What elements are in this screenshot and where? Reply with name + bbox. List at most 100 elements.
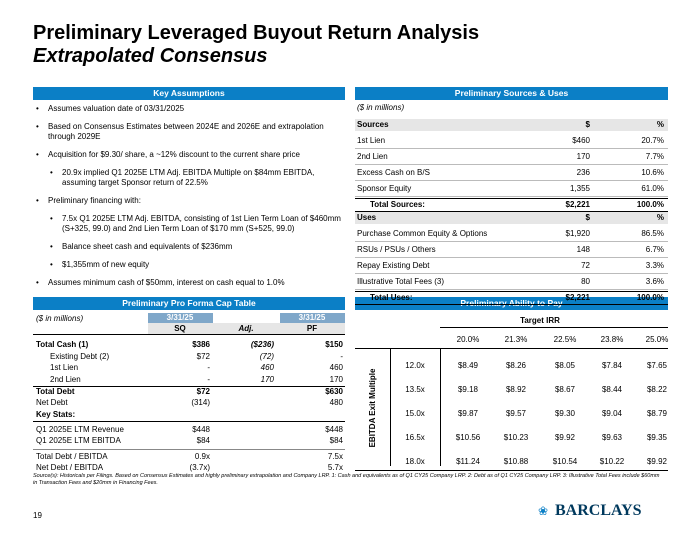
rule [355, 291, 668, 292]
cell: 23.8% [600, 335, 624, 344]
cell: 15.0x [405, 409, 425, 418]
cell: $10.23 [503, 433, 529, 442]
cell: - [207, 375, 210, 384]
cell: $72 [196, 352, 210, 361]
cell: $84 [329, 436, 343, 445]
cell: $11.24 [456, 457, 480, 466]
sub-bullet: • 7.5x Q1 2025E LTM Adj. EBITDA, consisti… [50, 214, 341, 233]
rule [355, 273, 668, 274]
cell: ($236) [250, 340, 274, 349]
cell: $8.05 [554, 361, 576, 370]
cell: 25.0% [645, 335, 669, 344]
cell: $10.22 [599, 457, 625, 466]
cell: 12.0x [405, 361, 425, 370]
cell: $2,221 [565, 200, 590, 209]
cell: Excess Cash on B/S [357, 168, 430, 177]
cell: $630 [325, 387, 343, 396]
cell: $72 [196, 387, 210, 396]
rule [355, 212, 668, 224]
cell: 1st Lien [50, 363, 79, 372]
cell: 100.0% [636, 293, 664, 302]
cell: SQ [174, 324, 186, 333]
cell: $9.30 [554, 409, 576, 418]
rule [33, 421, 345, 422]
cell: 13.5x [405, 385, 425, 394]
cell: (72) [259, 352, 274, 361]
units: ($ in millions) [357, 103, 405, 112]
rule [148, 323, 345, 334]
rule [440, 348, 441, 466]
cell: 7.7% [645, 152, 664, 161]
row-title: EBITDA Exit Multiple [368, 368, 377, 448]
rule [355, 289, 668, 290]
cell: $10.88 [503, 457, 529, 466]
sub-bullet: • $1,355mm of new equity [50, 260, 150, 269]
rule [390, 348, 391, 466]
cell: $386 [192, 340, 210, 349]
sub-bullet-text: 7.5x Q1 2025E LTM Adj. EBITDA, consistin… [62, 214, 341, 233]
rule [355, 304, 668, 305]
cell: 2nd Lien [50, 375, 81, 384]
cell: 80 [581, 277, 590, 286]
cell: $460 [572, 136, 590, 145]
cell: PF [306, 324, 318, 333]
title: Preliminary Leveraged Buyout Return Anal… [33, 22, 480, 44]
cell: RSUs / PSUs / Others [357, 245, 436, 254]
cell: - [207, 363, 210, 372]
cell: 7.5x [327, 452, 343, 461]
cell: $8.79 [646, 409, 668, 418]
cell: 72 [581, 261, 590, 270]
footnote: Source(s): Historicals per Filings. Base… [33, 473, 660, 486]
cell: 16.5x [405, 433, 425, 442]
rule [440, 327, 668, 328]
rule [355, 196, 668, 197]
cell: Total Debt / EBITDA [36, 452, 108, 461]
cell: % [656, 120, 664, 129]
logo-icon: ❀ [538, 504, 549, 518]
rule [33, 334, 345, 335]
cell: $8.67 [554, 385, 576, 394]
cell: $9.63 [601, 433, 623, 442]
bullet-text: Assumes valuation date of 03/31/2025 [48, 104, 185, 113]
cell: (3.7x) [189, 463, 210, 472]
cell: 10.6% [641, 168, 664, 177]
bullet: • Assumes valuation date of 03/31/2025 [36, 104, 185, 113]
cell: 6.7% [645, 245, 664, 254]
sub-bullet-text: $1,355mm of new equity [62, 260, 150, 269]
cell: 460 [260, 363, 274, 372]
cell: Total Sources: [370, 200, 425, 209]
cell: 86.5% [641, 229, 664, 238]
cell: $9.92 [646, 457, 668, 466]
bullet: • Acquisition for $9.30/ share, a ~12% di… [36, 150, 300, 159]
cell: 0.9x [194, 452, 210, 461]
bullet: • Preliminary financing with: [36, 196, 141, 205]
cell: (314) [191, 398, 210, 407]
cell: 3/31/25 [166, 313, 194, 322]
rule [355, 198, 668, 199]
sub-bullet: • Balance sheet cash and equivalents of $… [50, 242, 233, 251]
cell: $2,221 [565, 293, 590, 302]
sub-bullet-text: Balance sheet cash and equivalents of $2… [62, 242, 233, 251]
cell: $9.92 [554, 433, 576, 442]
cell: 3.3% [645, 261, 664, 270]
units: ($ in millions) [36, 314, 84, 323]
cell: $8.49 [457, 361, 479, 370]
panel-header: Key Assumptions [33, 87, 345, 100]
cell: $150 [325, 340, 343, 349]
cell: 3/31/25 [298, 313, 326, 322]
cell: 3.6% [645, 277, 664, 286]
rule [355, 348, 668, 349]
rule [355, 119, 668, 131]
cell: $8.26 [505, 361, 527, 370]
cell: Net Debt [36, 398, 68, 407]
bullet-text: Based on Consensus Estimates between 202… [48, 122, 324, 141]
cell: $8.92 [505, 385, 527, 394]
cell: $9.87 [457, 409, 479, 418]
cell: $ [585, 213, 590, 222]
bullet: • Based on Consensus Estimates between 20… [36, 122, 324, 141]
key-assumptions: • Assumes valuation date of 03/31/2025 • Ba… [36, 104, 341, 296]
panel-header: Preliminary Pro Forma Cap Table [33, 297, 345, 310]
rule [148, 313, 213, 323]
cell: 170 [329, 375, 343, 384]
